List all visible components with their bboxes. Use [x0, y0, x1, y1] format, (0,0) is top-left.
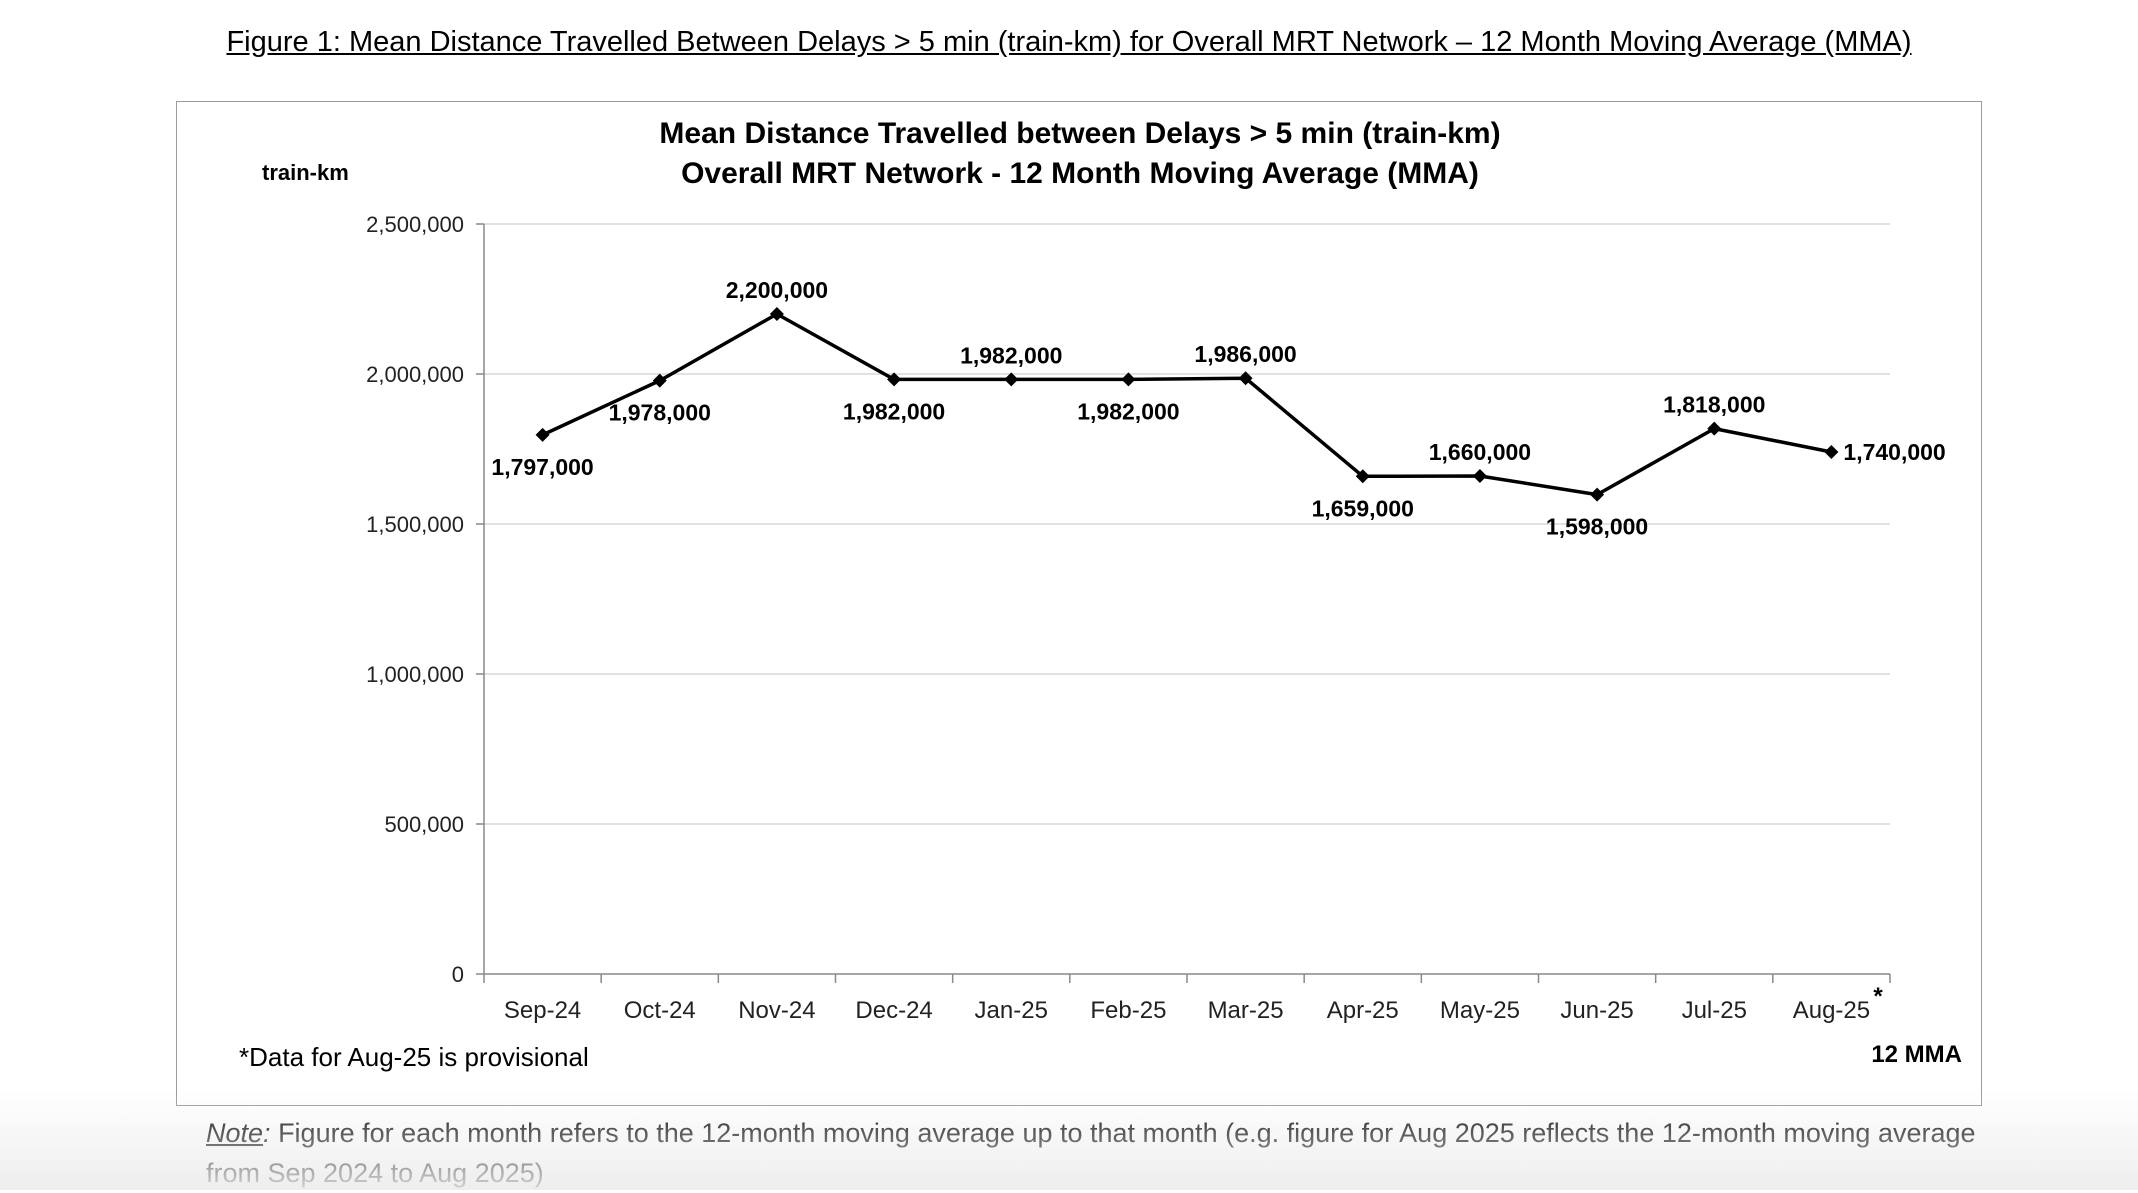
y-tick-label: 0 [452, 962, 464, 987]
note-colon: : [263, 1118, 271, 1148]
data-label: 2,200,000 [726, 277, 828, 303]
data-label: 1,660,000 [1429, 439, 1531, 465]
note: Note: Figure for each month refers to th… [206, 1113, 2006, 1193]
y-tick-label: 1,500,000 [366, 512, 464, 537]
tick-labels: 0 500,000 1,000,000 1,500,000 2,000,000 2,500… [366, 212, 1883, 1024]
data-point [1472, 469, 1487, 483]
data-label: 1,659,000 [1312, 495, 1414, 521]
data-labels: 1,797,000 1,978,000 2,200,000 1,982,000 1,98… [491, 277, 1945, 540]
x-tick-label: Jun-25 [1560, 997, 1633, 1024]
data-label: 1,740,000 [1843, 439, 1945, 465]
data-points [535, 307, 1839, 502]
data-label: 1,818,000 [1663, 392, 1765, 418]
y-axis-unit-label: train-km [262, 160, 349, 185]
series-line-group [541, 312, 1832, 497]
data-point [887, 372, 902, 387]
y-tick-label: 1,000,000 [366, 662, 464, 687]
chart-title-line-1: Mean Distance Travelled between Delays >… [659, 117, 1500, 150]
x-tick-label: Jul-25 [1682, 997, 1747, 1024]
data-point [535, 427, 550, 442]
x-tick-label: Oct-24 [624, 997, 696, 1024]
series-line [541, 312, 1832, 497]
x-tick-label: Dec-24 [855, 997, 932, 1024]
note-label: Note [206, 1118, 264, 1148]
data-label: 1,982,000 [843, 398, 945, 424]
y-tick-label: 2,500,000 [366, 212, 464, 237]
data-point [1824, 445, 1839, 459]
data-point [652, 373, 667, 388]
provisional-marker: * [1873, 983, 1883, 1010]
figure-caption: Figure 1: Mean Distance Travelled Betwee… [226, 26, 1912, 58]
data-point [1121, 372, 1136, 387]
data-label: 1,797,000 [491, 454, 593, 480]
data-label: 1,978,000 [609, 400, 711, 426]
data-point [769, 307, 784, 321]
y-tick-label: 2,000,000 [366, 362, 464, 387]
data-point [1590, 487, 1605, 502]
x-tick-label: Aug-25 [1793, 997, 1870, 1024]
gridlines [484, 223, 1890, 825]
x-tick-label: Sep-24 [504, 997, 581, 1024]
data-label: 1,982,000 [1077, 398, 1179, 424]
chart-frame: 0 500,000 1,000,000 1,500,000 2,000,000 2,500… [176, 101, 1982, 1106]
provisional-footnote: *Data for Aug-25 is provisional [239, 1042, 589, 1072]
x-axis-label: 12 MMA [1871, 1041, 1962, 1068]
data-point [1355, 469, 1370, 484]
x-tick-label: Jan-25 [975, 997, 1048, 1024]
x-tick-label: Mar-25 [1208, 997, 1284, 1024]
line-chart: 0 500,000 1,000,000 1,500,000 2,000,000 2,500… [239, 117, 1962, 1072]
axes [476, 223, 1891, 983]
note-text: Figure for each month refers to the 12-m… [206, 1118, 1976, 1188]
data-label: 1,986,000 [1194, 341, 1296, 367]
x-tick-label: Feb-25 [1090, 997, 1166, 1024]
chart-title-line-2: Overall MRT Network - 12 Month Moving Av… [681, 157, 1479, 190]
y-tick-label: 500,000 [384, 812, 464, 837]
data-point [1238, 371, 1253, 386]
data-point [1004, 372, 1019, 387]
x-tick-label: May-25 [1440, 997, 1520, 1024]
data-point [1707, 421, 1722, 436]
chart-text: Mean Distance Travelled between Delays >… [239, 117, 1962, 1072]
data-label: 1,598,000 [1546, 514, 1648, 540]
x-tick-label: Nov-24 [738, 997, 815, 1024]
x-tick-label: Apr-25 [1327, 997, 1399, 1024]
data-label: 1,982,000 [960, 342, 1062, 368]
